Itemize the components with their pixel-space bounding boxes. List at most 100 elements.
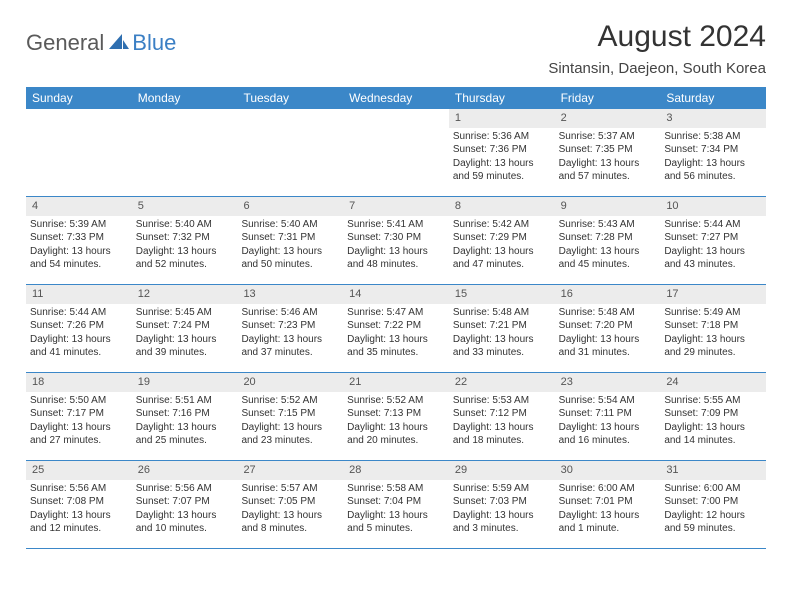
day-number: 12 xyxy=(132,285,238,304)
day2-text: and 10 minutes. xyxy=(136,522,234,536)
weekday-header: Wednesday xyxy=(343,87,449,109)
day2-text: and 45 minutes. xyxy=(559,258,657,272)
brand-text-blue: Blue xyxy=(132,30,176,56)
day2-text: and 50 minutes. xyxy=(241,258,339,272)
weekday-header: Thursday xyxy=(449,87,555,109)
day1-text: Daylight: 13 hours xyxy=(559,421,657,435)
day-body: Sunrise: 6:00 AMSunset: 7:01 PMDaylight:… xyxy=(555,482,661,536)
sunset-text: Sunset: 7:09 PM xyxy=(664,407,762,421)
day-number: 26 xyxy=(132,461,238,480)
day-number: 29 xyxy=(449,461,555,480)
day-number: 28 xyxy=(343,461,449,480)
day-number: 20 xyxy=(237,373,343,392)
day-number: 10 xyxy=(660,197,766,216)
day-cell: 21Sunrise: 5:52 AMSunset: 7:13 PMDayligh… xyxy=(343,373,449,461)
sunrise-text: Sunrise: 5:38 AM xyxy=(664,130,762,144)
day1-text: Daylight: 13 hours xyxy=(664,333,762,347)
sunset-text: Sunset: 7:31 PM xyxy=(241,231,339,245)
day-number: 19 xyxy=(132,373,238,392)
day-cell: 17Sunrise: 5:49 AMSunset: 7:18 PMDayligh… xyxy=(660,285,766,373)
day1-text: Daylight: 13 hours xyxy=(453,509,551,523)
weekday-header-row: Sunday Monday Tuesday Wednesday Thursday… xyxy=(26,87,766,109)
calendar-page: General Blue August 2024 Sintansin, Daej… xyxy=(0,0,792,569)
sunrise-text: Sunrise: 5:58 AM xyxy=(347,482,445,496)
day-body: Sunrise: 5:52 AMSunset: 7:15 PMDaylight:… xyxy=(237,394,343,448)
week-row: 18Sunrise: 5:50 AMSunset: 7:17 PMDayligh… xyxy=(26,373,766,461)
week-row: 4 Sunrise: 5:39 AMSunset: 7:33 PMDaylight… xyxy=(26,197,766,285)
sunset-text: Sunset: 7:00 PM xyxy=(664,495,762,509)
day2-text: and 14 minutes. xyxy=(664,434,762,448)
sunrise-text: Sunrise: 6:00 AM xyxy=(664,482,762,496)
day2-text: and 8 minutes. xyxy=(241,522,339,536)
sunrise-text: Sunrise: 5:49 AM xyxy=(664,306,762,320)
day2-text: and 52 minutes. xyxy=(136,258,234,272)
day2-text: and 48 minutes. xyxy=(347,258,445,272)
sunset-text: Sunset: 7:21 PM xyxy=(453,319,551,333)
day-body: Sunrise: 5:56 AMSunset: 7:07 PMDaylight:… xyxy=(132,482,238,536)
day-body: Sunrise: 5:43 AMSunset: 7:28 PMDaylight:… xyxy=(555,218,661,272)
day-body: Sunrise: 5:49 AMSunset: 7:18 PMDaylight:… xyxy=(660,306,766,360)
day-body: Sunrise: 5:44 AMSunset: 7:26 PMDaylight:… xyxy=(26,306,132,360)
day2-text: and 59 minutes. xyxy=(453,170,551,184)
day-cell: 14Sunrise: 5:47 AMSunset: 7:22 PMDayligh… xyxy=(343,285,449,373)
day-cell: 11Sunrise: 5:44 AMSunset: 7:26 PMDayligh… xyxy=(26,285,132,373)
day-number: 27 xyxy=(237,461,343,480)
page-header: General Blue August 2024 Sintansin, Daej… xyxy=(26,20,766,77)
sunset-text: Sunset: 7:29 PM xyxy=(453,231,551,245)
day2-text: and 5 minutes. xyxy=(347,522,445,536)
day1-text: Daylight: 13 hours xyxy=(453,421,551,435)
day-cell: 29 Sunrise: 5:59 AMSunset: 7:03 PMDayligh… xyxy=(449,461,555,549)
weekday-header: Monday xyxy=(132,87,238,109)
day-body: Sunrise: 5:55 AMSunset: 7:09 PMDaylight:… xyxy=(660,394,766,448)
weekday-header: Friday xyxy=(555,87,661,109)
day-body: Sunrise: 5:56 AMSunset: 7:08 PMDaylight:… xyxy=(26,482,132,536)
day-cell: 1Sunrise: 5:36 AMSunset: 7:36 PMDaylight… xyxy=(449,109,555,197)
weekday-header: Sunday xyxy=(26,87,132,109)
sunrise-text: Sunrise: 5:57 AM xyxy=(241,482,339,496)
sunset-text: Sunset: 7:26 PM xyxy=(30,319,128,333)
day2-text: and 35 minutes. xyxy=(347,346,445,360)
day-cell: 23Sunrise: 5:54 AMSunset: 7:11 PMDayligh… xyxy=(555,373,661,461)
day1-text: Daylight: 13 hours xyxy=(241,333,339,347)
day1-text: Daylight: 13 hours xyxy=(347,421,445,435)
weeks-container: ....1Sunrise: 5:36 AMSunset: 7:36 PMDayl… xyxy=(26,109,766,549)
day1-text: Daylight: 13 hours xyxy=(453,333,551,347)
sunrise-text: Sunrise: 5:51 AM xyxy=(136,394,234,408)
day1-text: Daylight: 13 hours xyxy=(30,421,128,435)
day-cell: 15Sunrise: 5:48 AMSunset: 7:21 PMDayligh… xyxy=(449,285,555,373)
day2-text: and 29 minutes. xyxy=(664,346,762,360)
day-body: Sunrise: 5:40 AMSunset: 7:31 PMDaylight:… xyxy=(237,218,343,272)
sunset-text: Sunset: 7:27 PM xyxy=(664,231,762,245)
day-body: Sunrise: 5:42 AMSunset: 7:29 PMDaylight:… xyxy=(449,218,555,272)
day-number: 30 xyxy=(555,461,661,480)
day-cell: 28Sunrise: 5:58 AMSunset: 7:04 PMDayligh… xyxy=(343,461,449,549)
sunset-text: Sunset: 7:34 PM xyxy=(664,143,762,157)
day1-text: Daylight: 13 hours xyxy=(664,245,762,259)
day1-text: Daylight: 13 hours xyxy=(136,509,234,523)
day-cell: 22Sunrise: 5:53 AMSunset: 7:12 PMDayligh… xyxy=(449,373,555,461)
sunrise-text: Sunrise: 5:53 AM xyxy=(453,394,551,408)
sunrise-text: Sunrise: 5:48 AM xyxy=(453,306,551,320)
day2-text: and 12 minutes. xyxy=(30,522,128,536)
sunrise-text: Sunrise: 5:40 AM xyxy=(136,218,234,232)
day1-text: Daylight: 13 hours xyxy=(664,157,762,171)
brand-text-general: General xyxy=(26,30,104,56)
day2-text: and 57 minutes. xyxy=(559,170,657,184)
day-number: 22 xyxy=(449,373,555,392)
day-cell: . xyxy=(26,109,132,197)
day-number: 21 xyxy=(343,373,449,392)
day-number: 4 xyxy=(26,197,132,216)
day2-text: and 20 minutes. xyxy=(347,434,445,448)
sunrise-text: Sunrise: 5:44 AM xyxy=(30,306,128,320)
day1-text: Daylight: 13 hours xyxy=(136,245,234,259)
day1-text: Daylight: 13 hours xyxy=(347,509,445,523)
day-body: Sunrise: 5:39 AMSunset: 7:33 PMDaylight:… xyxy=(26,218,132,272)
sunset-text: Sunset: 7:01 PM xyxy=(559,495,657,509)
day1-text: Daylight: 13 hours xyxy=(30,245,128,259)
day1-text: Daylight: 13 hours xyxy=(136,333,234,347)
day-body: Sunrise: 5:48 AMSunset: 7:21 PMDaylight:… xyxy=(449,306,555,360)
day-number: 5 xyxy=(132,197,238,216)
day-body: Sunrise: 5:59 AMSunset: 7:03 PMDaylight:… xyxy=(449,482,555,536)
sunrise-text: Sunrise: 5:54 AM xyxy=(559,394,657,408)
day2-text: and 43 minutes. xyxy=(664,258,762,272)
